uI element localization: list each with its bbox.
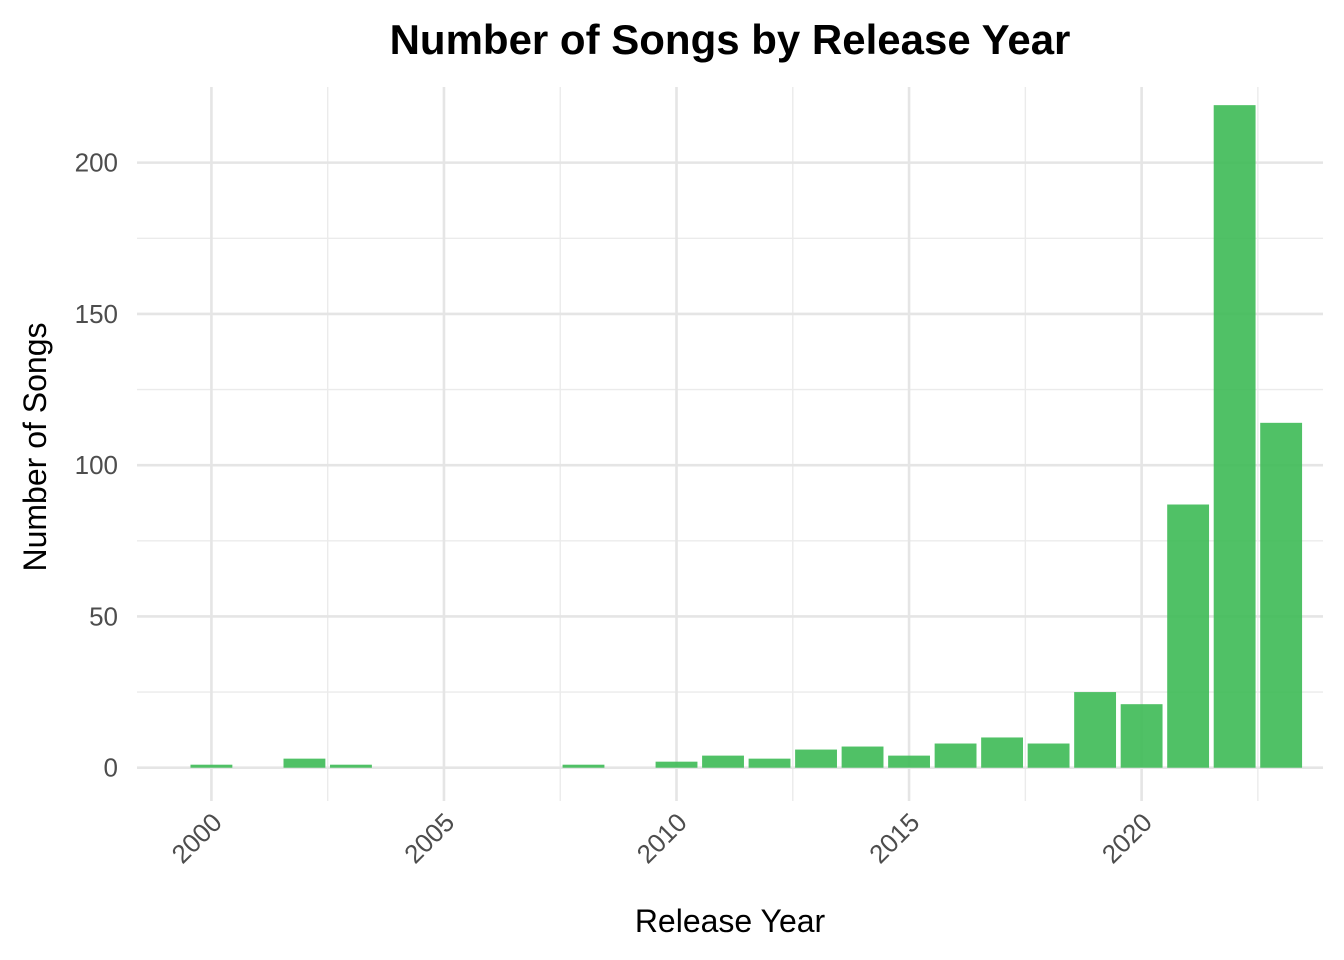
y-tick-label: 50 bbox=[89, 601, 118, 631]
bar-2018 bbox=[1027, 743, 1070, 768]
bar-2023 bbox=[1260, 422, 1303, 768]
bar-2016 bbox=[934, 743, 977, 768]
y-tick-label: 100 bbox=[75, 450, 118, 480]
bar-2014 bbox=[841, 746, 884, 768]
y-tick-label: 0 bbox=[104, 753, 118, 783]
bar-2019 bbox=[1074, 692, 1117, 768]
x-axis-title: Release Year bbox=[635, 903, 826, 939]
y-tick-label: 150 bbox=[75, 299, 118, 329]
bar-2022 bbox=[1213, 105, 1256, 768]
x-tick-label: 2020 bbox=[1096, 807, 1158, 869]
x-tick-label: 2005 bbox=[398, 807, 460, 869]
bar-2010 bbox=[655, 761, 698, 768]
bar-2011 bbox=[702, 755, 744, 768]
bar-2015 bbox=[888, 755, 930, 768]
bar-2021 bbox=[1167, 504, 1210, 768]
grid bbox=[137, 87, 1323, 801]
bar-2000 bbox=[190, 764, 233, 768]
bar-2008 bbox=[562, 764, 605, 768]
bars bbox=[190, 105, 1303, 768]
chart-title: Number of Songs by Release Year bbox=[390, 16, 1071, 63]
x-tick-label: 2000 bbox=[166, 807, 228, 869]
y-axis-ticks: 0 50 100 150 200 bbox=[75, 148, 118, 783]
bar-2002 bbox=[283, 758, 326, 768]
x-axis-ticks: 2000 2005 2010 2015 2020 bbox=[166, 807, 1158, 869]
y-axis-title: Number of Songs bbox=[17, 322, 53, 571]
bar-2017 bbox=[981, 737, 1024, 768]
y-tick-label: 200 bbox=[75, 148, 118, 178]
bar-2012 bbox=[748, 758, 791, 768]
x-tick-label: 2015 bbox=[863, 807, 925, 869]
x-tick-label: 2010 bbox=[631, 807, 693, 869]
bar-2013 bbox=[795, 749, 837, 768]
bar-2020 bbox=[1120, 704, 1163, 768]
bar-2003 bbox=[330, 764, 372, 768]
